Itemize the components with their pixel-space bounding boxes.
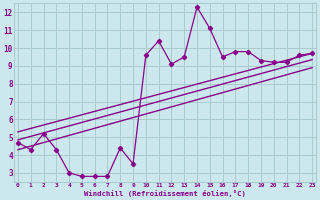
X-axis label: Windchill (Refroidissement éolien,°C): Windchill (Refroidissement éolien,°C) <box>84 190 246 197</box>
